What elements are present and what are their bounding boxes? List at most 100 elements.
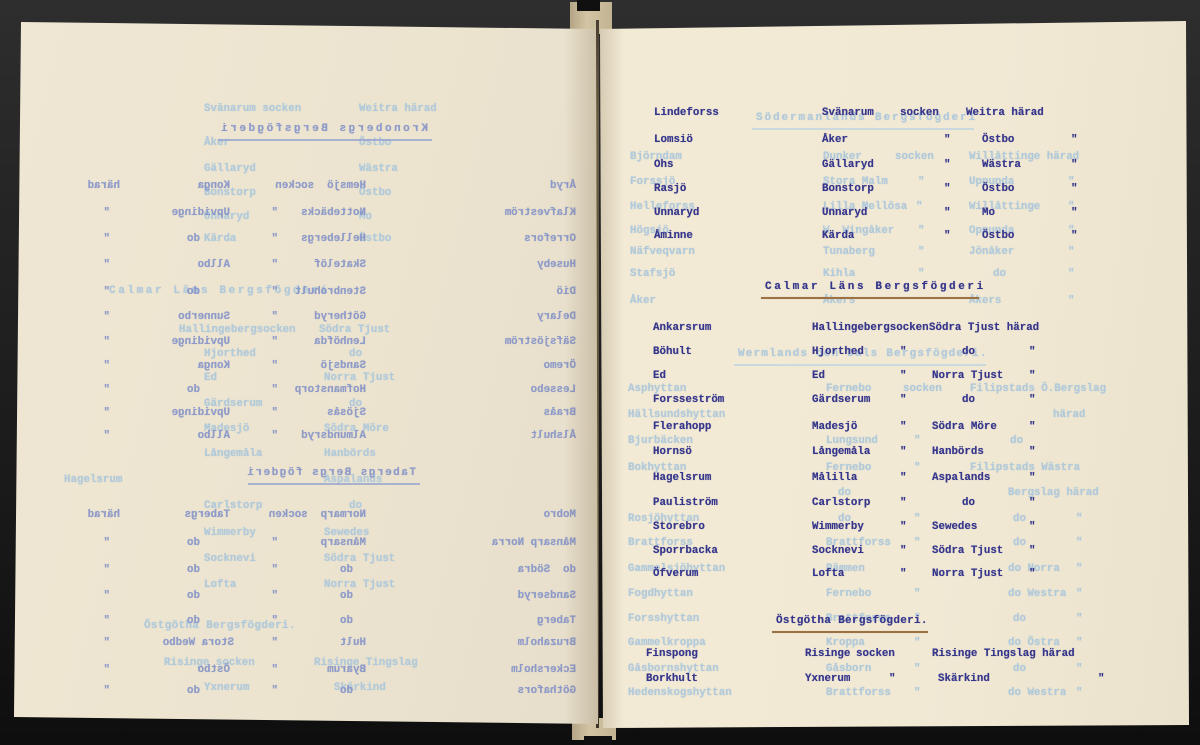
- table-cell: ": [900, 497, 907, 509]
- table-cell: Normarp socken: [268, 509, 366, 521]
- table-cell: Filipstads Wästra: [970, 462, 1081, 474]
- right-page-ink-text-layer: Lindeforss Svänarum socken Weitra härad Loms…: [600, 21, 1189, 728]
- table-cell: ": [103, 207, 110, 219]
- table-cell: ": [103, 286, 110, 298]
- table-cell: Fernebo: [826, 462, 872, 474]
- table-cell: Uppunda: [969, 176, 1015, 188]
- table-cell: do: [962, 394, 975, 406]
- table-cell: do: [187, 233, 200, 245]
- table-cell: ": [271, 590, 278, 602]
- table-cell: Wästra: [359, 163, 398, 175]
- table-cell: Sandsjö: [320, 360, 366, 372]
- table-cell: ": [914, 613, 921, 625]
- table-cell: ": [103, 564, 110, 576]
- table-cell: Taberg: [537, 615, 576, 627]
- table-cell: Östbo: [359, 137, 392, 149]
- section-heading: Calmar Läns Bergsfögderi: [765, 281, 986, 293]
- section-heading: Södermanlands Bergsfögderi: [756, 112, 978, 124]
- table-cell: Forssjö: [630, 176, 676, 188]
- table-cell: ": [103, 637, 110, 649]
- table-cell: Brattforss: [628, 537, 693, 549]
- heading-underline: [752, 128, 974, 130]
- table-cell: do: [187, 537, 200, 549]
- table-cell: ": [914, 663, 921, 675]
- spine-bottom-notch: [584, 736, 612, 745]
- section-heading: Östgötha Bergsfögderi.: [144, 620, 296, 632]
- table-cell: Lessebo: [530, 384, 576, 396]
- table-cell: Björndam: [630, 151, 682, 163]
- table-cell: ": [1076, 687, 1083, 699]
- table-cell: Lofta: [812, 568, 845, 580]
- table-cell: Lomsiö: [654, 134, 693, 146]
- table-cell: ": [271, 233, 278, 245]
- table-cell: do: [1013, 537, 1026, 549]
- table-cell: ": [271, 286, 278, 298]
- table-cell: Wimmerby: [812, 521, 864, 533]
- table-cell: Storebro: [653, 521, 705, 533]
- table-cell: Östbo: [197, 664, 230, 676]
- table-cell: Wästra: [982, 159, 1021, 171]
- table-cell: ": [900, 370, 907, 382]
- table-cell: Upvidinge: [171, 207, 230, 219]
- table-cell: Bjurbäcken: [628, 435, 693, 447]
- table-cell: Allbo: [197, 430, 230, 442]
- table-cell: ": [271, 430, 278, 442]
- table-cell: Skärkind: [938, 673, 990, 685]
- table-cell: ": [1029, 421, 1036, 433]
- table-cell: härad: [1053, 409, 1086, 421]
- table-cell: ": [103, 664, 110, 676]
- table-cell: Hagelsrum: [64, 474, 123, 486]
- table-cell: Norra Tjust: [932, 568, 1004, 580]
- table-cell: ": [271, 259, 278, 271]
- table-cell: Södra Tjust: [932, 545, 1004, 557]
- table-cell: Hornsö: [653, 446, 692, 458]
- section-heading: Kronobergs Bergsfögderi: [218, 123, 428, 135]
- table-cell: Gåsbornshyttan: [628, 663, 719, 675]
- table-cell: Öfverum: [653, 568, 699, 580]
- table-cell: Åminne: [654, 230, 693, 242]
- right-page-ghost-text-layer: Södermanlands Bergsfögderi Björndam Dunker…: [600, 21, 1189, 728]
- table-cell: ": [944, 159, 951, 171]
- table-cell: Gärdserum: [204, 398, 263, 410]
- table-cell: Willåttinge: [969, 201, 1041, 213]
- left-page-mirrored-bleedthrough-layer: Kronobergs Bergsfögderi Åryd Hemsjö socken…: [14, 22, 598, 724]
- table-cell: ": [1071, 134, 1078, 146]
- table-cell: do: [349, 398, 362, 410]
- table-cell: Norra Tjust: [324, 372, 396, 384]
- table-cell: Brattforss: [826, 687, 891, 699]
- table-cell: Ålshult: [530, 430, 576, 442]
- table-cell: ": [900, 346, 907, 358]
- table-cell: Högsjö: [630, 225, 669, 237]
- table-cell: Yxnerum: [805, 673, 851, 685]
- table-cell: ": [1029, 521, 1036, 533]
- table-cell: Hanbörds: [324, 448, 376, 460]
- table-cell: ": [1076, 563, 1083, 575]
- table-cell: Rasjö: [654, 183, 687, 195]
- table-cell: Ed: [204, 372, 217, 384]
- table-cell: Fernebo: [826, 588, 872, 600]
- table-cell: ": [1068, 176, 1075, 188]
- table-cell: Finspong: [646, 648, 698, 660]
- table-cell: Södra Tjust: [319, 324, 391, 336]
- section-heading: Calmar Läns Bergsfögderi: [109, 285, 330, 297]
- table-cell: Åkers: [969, 295, 1002, 307]
- table-cell: do: [187, 685, 200, 697]
- table-cell: Brattforss: [826, 613, 891, 625]
- table-cell: ": [1076, 588, 1083, 600]
- table-cell: Åker: [822, 134, 848, 146]
- table-cell: ": [914, 687, 921, 699]
- table-cell: do: [340, 564, 353, 576]
- table-cell: Dunker: [823, 151, 862, 163]
- table-cell: Stora Malm: [823, 176, 888, 188]
- table-cell: do: [349, 348, 362, 360]
- table-cell: Skärkind: [334, 682, 386, 694]
- table-cell: Åker: [204, 137, 230, 149]
- table-cell: Stafsjö: [630, 268, 676, 280]
- table-cell: do: [187, 590, 200, 602]
- table-cell: Unnaryd: [654, 207, 700, 219]
- section-heading: Wermlands och Dals Bergsfögderi.: [738, 348, 988, 360]
- left-page-ghost-text-layer: Calmar Läns Bergsfögderi Svänarum socken W…: [14, 22, 598, 724]
- table-cell: do: [1013, 663, 1026, 675]
- table-cell: ": [1029, 346, 1036, 358]
- table-cell: Borkhult: [646, 673, 698, 685]
